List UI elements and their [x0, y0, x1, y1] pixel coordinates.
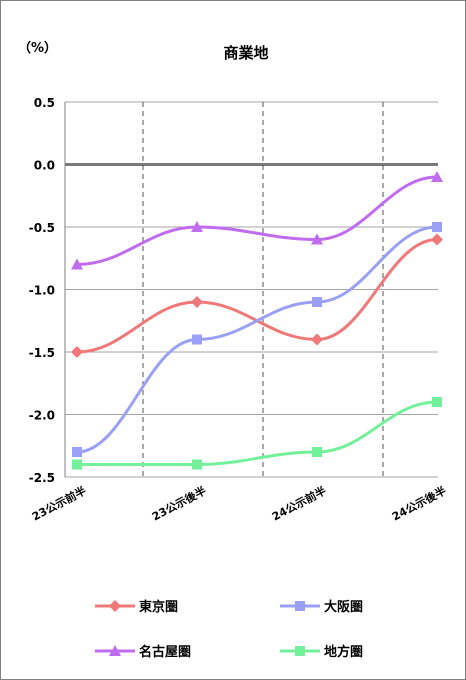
- series-line: [76, 238, 438, 354]
- data-point: [71, 346, 83, 358]
- x-tick-label: 23公示後半: [149, 483, 208, 523]
- data-point: [311, 233, 323, 245]
- data-point: [191, 296, 203, 308]
- legend-marker: [109, 600, 121, 612]
- data-point: [71, 258, 83, 270]
- series-line: [76, 175, 438, 266]
- data-point: [311, 333, 323, 346]
- data-point: [72, 447, 82, 457]
- series-東京圏: [71, 233, 443, 358]
- series-line: [76, 225, 438, 454]
- y-tick-label: -0.5: [29, 221, 55, 235]
- y-tick-label: 0.5: [34, 96, 55, 110]
- data-point: [432, 222, 442, 232]
- legend-marker: [109, 645, 121, 656]
- data-point: [312, 297, 322, 307]
- x-tick-label: 24公示後半: [389, 483, 448, 523]
- legend-label: 地方圏: [324, 644, 363, 660]
- series-地方圏: [72, 397, 442, 470]
- data-point: [432, 397, 442, 407]
- data-point: [191, 221, 203, 232]
- legend-label: 大阪圏: [324, 599, 363, 615]
- unit-label: （%）: [18, 40, 57, 56]
- legend-item: 東京圏: [95, 599, 178, 615]
- data-point: [72, 459, 82, 470]
- data-point: [192, 334, 202, 345]
- legend-item: 大阪圏: [280, 599, 363, 615]
- legend-marker: [295, 646, 305, 656]
- data-point: [192, 459, 202, 470]
- x-tick-label: 23公示前半: [29, 483, 88, 523]
- chart-title: 商業地: [223, 44, 268, 62]
- series-名古屋圏: [71, 171, 443, 270]
- y-tick-label: -1.5: [29, 346, 55, 360]
- data-point: [431, 233, 443, 246]
- x-tick-label: 24公示前半: [269, 483, 328, 523]
- series-line: [77, 400, 438, 466]
- legend-label: 名古屋圏: [139, 644, 191, 660]
- y-tick-label: -1.0: [29, 284, 55, 298]
- y-tick-label: 0.0: [34, 159, 55, 173]
- legend-item: 地方圏: [280, 644, 363, 660]
- series-大阪圏: [72, 222, 442, 457]
- y-tick-label: -2.5: [29, 471, 55, 485]
- legend-marker: [295, 601, 305, 611]
- data-point: [312, 447, 322, 457]
- data-point: [431, 171, 443, 182]
- legend-item: 名古屋圏: [95, 644, 191, 660]
- y-tick-label: -2.0: [29, 409, 55, 423]
- legend-label: 東京圏: [139, 599, 178, 615]
